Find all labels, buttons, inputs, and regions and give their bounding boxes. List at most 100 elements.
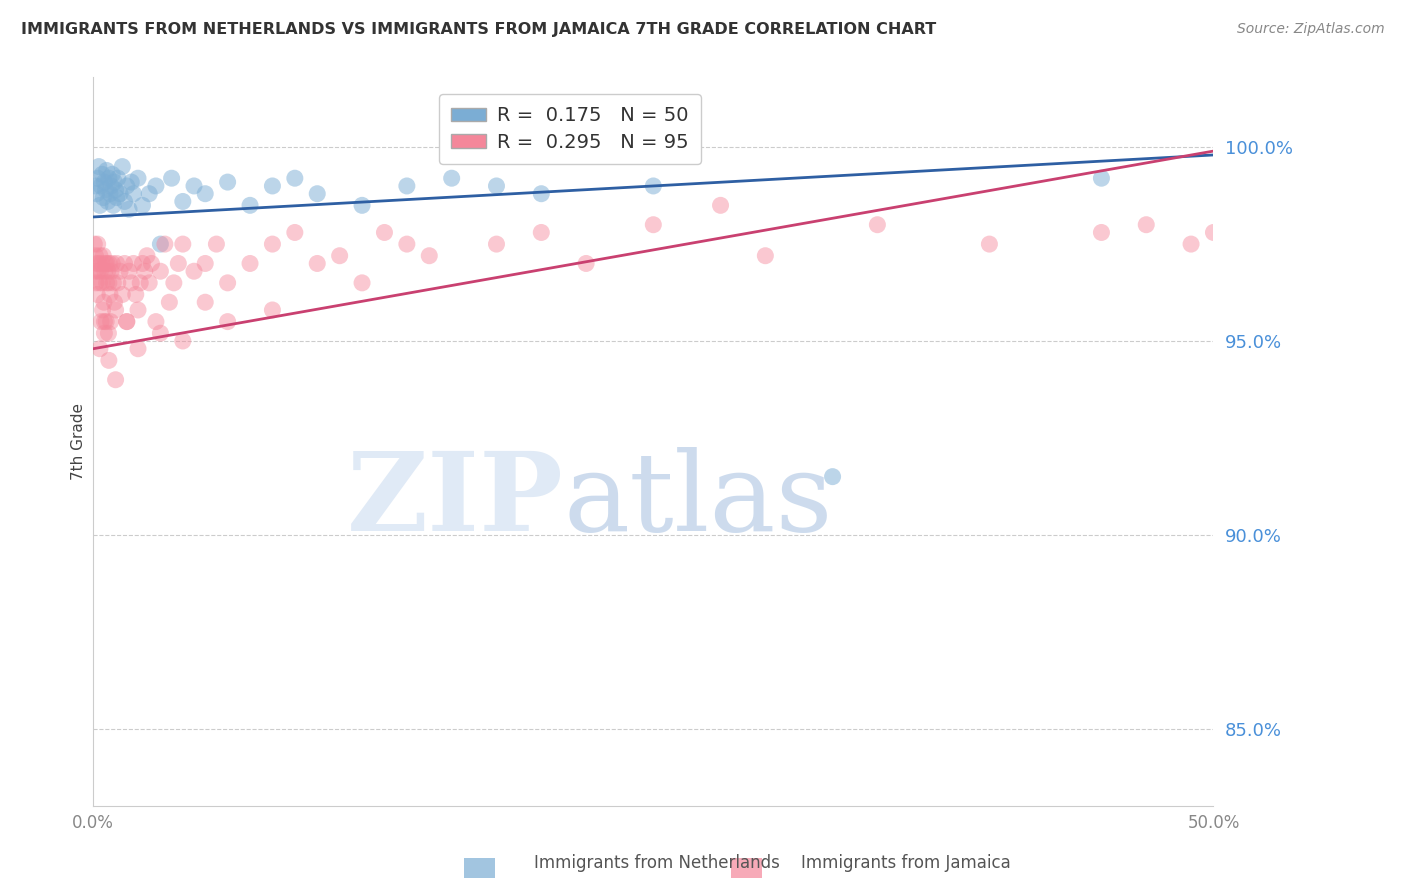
- Point: [90, 178, 112, 193]
- Point: [307, 186, 329, 201]
- Text: Immigrants from Jamaica: Immigrants from Jamaica: [801, 855, 1011, 872]
- Point: [108, 186, 131, 201]
- Point: [103, 175, 125, 189]
- Point: [89, 264, 111, 278]
- Point: [217, 175, 239, 189]
- Point: [217, 276, 239, 290]
- Point: [239, 198, 262, 212]
- Y-axis label: 7th Grade: 7th Grade: [72, 403, 86, 480]
- Text: Source: ZipAtlas.com: Source: ZipAtlas.com: [1237, 22, 1385, 37]
- Point: [100, 264, 122, 278]
- Point: [262, 237, 284, 252]
- Text: Immigrants from Netherlands: Immigrants from Netherlands: [534, 855, 780, 872]
- Point: [183, 264, 205, 278]
- Point: [91, 167, 114, 181]
- Point: [94, 183, 117, 197]
- Point: [120, 175, 142, 189]
- Point: [643, 178, 665, 193]
- Point: [125, 287, 148, 301]
- Point: [87, 264, 110, 278]
- Point: [127, 171, 149, 186]
- Point: [108, 264, 131, 278]
- Point: [262, 178, 284, 193]
- Point: [1135, 218, 1157, 232]
- Point: [101, 256, 124, 270]
- Point: [145, 178, 167, 193]
- Point: [98, 287, 121, 301]
- Point: [194, 256, 217, 270]
- Point: [84, 264, 107, 278]
- Point: [1090, 171, 1112, 186]
- Point: [120, 276, 142, 290]
- Point: [86, 256, 108, 270]
- Point: [979, 237, 1001, 252]
- Point: [284, 171, 307, 186]
- Point: [91, 249, 114, 263]
- Point: [262, 303, 284, 318]
- Point: [163, 276, 186, 290]
- Point: [97, 194, 120, 209]
- Point: [149, 237, 172, 252]
- Point: [89, 198, 111, 212]
- Point: [157, 295, 180, 310]
- Point: [96, 315, 118, 329]
- Point: [138, 186, 160, 201]
- Point: [307, 256, 329, 270]
- Point: [89, 342, 111, 356]
- Point: [754, 249, 776, 263]
- Point: [167, 256, 190, 270]
- Point: [101, 167, 124, 181]
- Point: [87, 256, 110, 270]
- Point: [111, 160, 134, 174]
- Point: [127, 342, 149, 356]
- Point: [115, 178, 138, 193]
- Point: [418, 249, 440, 263]
- Point: [114, 194, 136, 209]
- Point: [97, 171, 120, 186]
- Text: IMMIGRANTS FROM NETHERLANDS VS IMMIGRANTS FROM JAMAICA 7TH GRADE CORRELATION CHA: IMMIGRANTS FROM NETHERLANDS VS IMMIGRANT…: [21, 22, 936, 37]
- Point: [93, 326, 115, 341]
- Point: [485, 237, 508, 252]
- Text: atlas: atlas: [564, 447, 834, 554]
- Point: [866, 218, 889, 232]
- Point: [575, 256, 598, 270]
- Point: [138, 276, 160, 290]
- Point: [86, 237, 108, 252]
- Point: [107, 276, 129, 290]
- Point: [118, 264, 141, 278]
- Point: [1090, 226, 1112, 240]
- Point: [1180, 237, 1202, 252]
- Point: [103, 276, 125, 290]
- Point: [485, 178, 508, 193]
- Point: [103, 198, 125, 212]
- Point: [93, 315, 115, 329]
- Point: [84, 276, 107, 290]
- Point: [84, 249, 107, 263]
- Point: [122, 186, 145, 201]
- Point: [395, 178, 418, 193]
- Point: [103, 295, 125, 310]
- Point: [329, 249, 352, 263]
- Point: [91, 191, 114, 205]
- Point: [97, 264, 120, 278]
- Point: [172, 237, 194, 252]
- Point: [104, 183, 127, 197]
- Point: [352, 276, 374, 290]
- Point: [709, 198, 731, 212]
- Point: [284, 226, 307, 240]
- Point: [127, 303, 149, 318]
- Point: [107, 171, 129, 186]
- Point: [194, 186, 217, 201]
- Point: [530, 226, 553, 240]
- Point: [122, 256, 145, 270]
- Point: [86, 186, 108, 201]
- Point: [145, 315, 167, 329]
- Point: [105, 256, 128, 270]
- Point: [172, 334, 194, 348]
- Text: ZIP: ZIP: [347, 447, 564, 554]
- Point: [114, 256, 136, 270]
- Point: [83, 237, 105, 252]
- Point: [90, 315, 112, 329]
- Point: [104, 373, 127, 387]
- Point: [136, 249, 159, 263]
